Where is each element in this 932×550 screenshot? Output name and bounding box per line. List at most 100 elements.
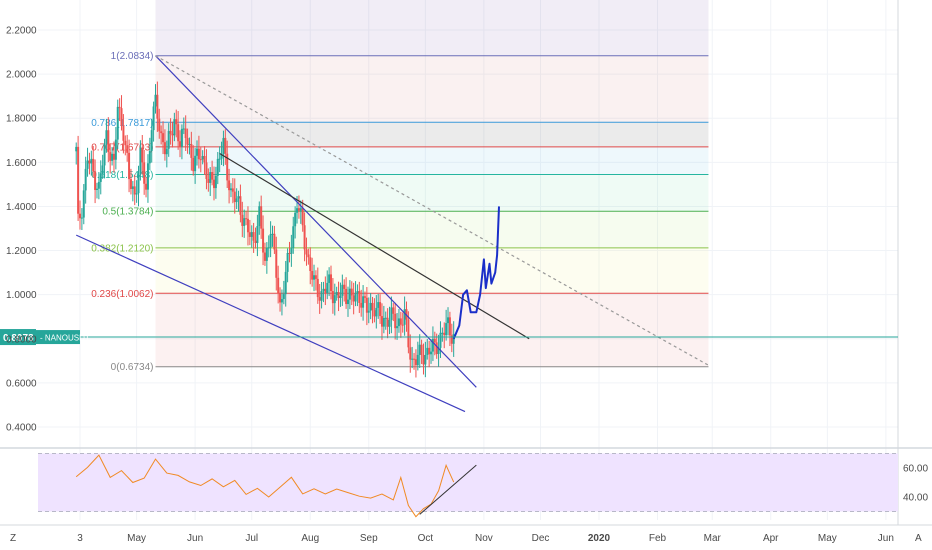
time-axis[interactable]: 3 May Jun Jul Aug Sep Oct Nov Dec 2020 Feb Mar Apr Ma… [77, 533, 894, 544]
candle-body [86, 160, 89, 169]
candle-body [265, 248, 268, 261]
candle-body [216, 158, 219, 176]
candle-body [179, 141, 182, 147]
grid-lines [0, 0, 932, 526]
candle-body [92, 158, 95, 172]
symbol-badge [36, 330, 80, 345]
candle-body [346, 299, 349, 305]
auto-scale-button[interactable]: A [915, 533, 922, 544]
candle-body [84, 168, 87, 191]
candle-body [118, 106, 121, 109]
candle-body [101, 165, 104, 174]
candle-body [339, 295, 342, 299]
candle-body [220, 154, 223, 159]
candle-body [330, 274, 333, 292]
candle-body [99, 173, 102, 182]
candle-body [79, 213, 81, 219]
candle-body [309, 257, 312, 271]
candle-body [409, 347, 412, 360]
candle-body [422, 354, 425, 365]
price-axis-tick: 1.0000 [6, 290, 37, 301]
time-axis-tick: Apr [763, 533, 779, 544]
bottom-controls: Z A [10, 533, 922, 544]
candle-body [241, 214, 244, 226]
candle-body [135, 193, 138, 195]
price-axis-tick: 0.6000 [6, 378, 37, 389]
time-axis-tick: Dec [532, 533, 550, 544]
candle-body [103, 143, 106, 166]
candle-body [243, 218, 246, 226]
candle-body [218, 158, 221, 160]
price-axis-tick: 0.8000 [6, 334, 37, 345]
fib-zone [155, 211, 709, 248]
candle-body [354, 293, 357, 302]
candle-body [162, 133, 165, 143]
candle-body [133, 186, 136, 195]
price-axis-tick: 2.0000 [6, 70, 37, 81]
candle-body [107, 130, 110, 153]
candle-body [280, 299, 283, 303]
candle-body [316, 278, 319, 298]
candle-body [214, 175, 217, 189]
trendline[interactable] [155, 55, 477, 388]
candle-body [382, 317, 385, 327]
time-axis-tick: May [127, 533, 146, 544]
trendline[interactable] [75, 234, 466, 413]
candle-body [452, 334, 455, 344]
candle-body [165, 148, 168, 155]
candle-body [343, 284, 346, 289]
fib-level-label: 1(2.0834) [111, 51, 154, 62]
fib-zone [155, 122, 709, 147]
candle-body [196, 148, 199, 156]
candle-body [222, 137, 225, 155]
candle-body [322, 288, 325, 292]
freehand-arrow-path[interactable] [452, 206, 500, 340]
rsi-trendline[interactable] [419, 464, 477, 515]
time-axis-tick: Nov [475, 533, 493, 544]
candle-body [201, 155, 204, 160]
candle-body [369, 302, 372, 311]
candle-body [416, 354, 419, 366]
candle-body [301, 208, 304, 226]
candle-body [273, 233, 276, 250]
candle-body [75, 146, 78, 152]
candle-body [443, 332, 446, 336]
candle-body [105, 130, 108, 144]
candle-body [139, 147, 142, 175]
candle-body [137, 174, 140, 194]
candle-body [307, 254, 310, 258]
candle-body [116, 106, 119, 140]
candle-body [286, 252, 289, 272]
candle-body [120, 108, 123, 126]
candle-body [390, 307, 393, 320]
freehand-drawing[interactable] [452, 206, 500, 340]
candle-body [114, 139, 117, 160]
candle-body [190, 143, 193, 158]
trendline[interactable] [155, 55, 709, 366]
candle-body [362, 296, 365, 308]
candle-body [275, 249, 278, 278]
fib-zone [155, 293, 709, 367]
candle-body [122, 125, 125, 141]
price-axis-tick: 1.2000 [6, 246, 37, 257]
candle-body [207, 179, 210, 183]
candle-body [326, 282, 329, 293]
candle-body [318, 297, 321, 301]
candle-body [126, 145, 129, 153]
rsi-pane [38, 453, 898, 518]
candle-body [290, 248, 293, 254]
time-axis-tick: Sep [360, 533, 378, 544]
price-axis[interactable]: 2.2000 2.0000 1.8000 1.6000 1.4000 1.2000 1.00… [6, 26, 928, 504]
candle-body [175, 119, 178, 125]
candle-body [237, 196, 240, 199]
candle-body [333, 295, 336, 304]
log-toggle-button[interactable]: Z [10, 533, 16, 544]
candle-body [192, 157, 195, 172]
candle-body [186, 138, 189, 145]
candle-body [88, 160, 91, 164]
candle-body [263, 252, 266, 261]
candle-body [341, 284, 344, 296]
candle-body [331, 291, 334, 304]
candle-body [233, 191, 236, 203]
